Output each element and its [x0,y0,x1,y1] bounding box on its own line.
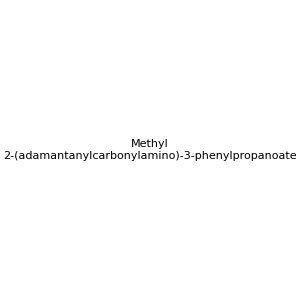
Text: Methyl 2-(adamantanylcarbonylamino)-3-phenylpropanoate: Methyl 2-(adamantanylcarbonylamino)-3-ph… [3,139,297,161]
